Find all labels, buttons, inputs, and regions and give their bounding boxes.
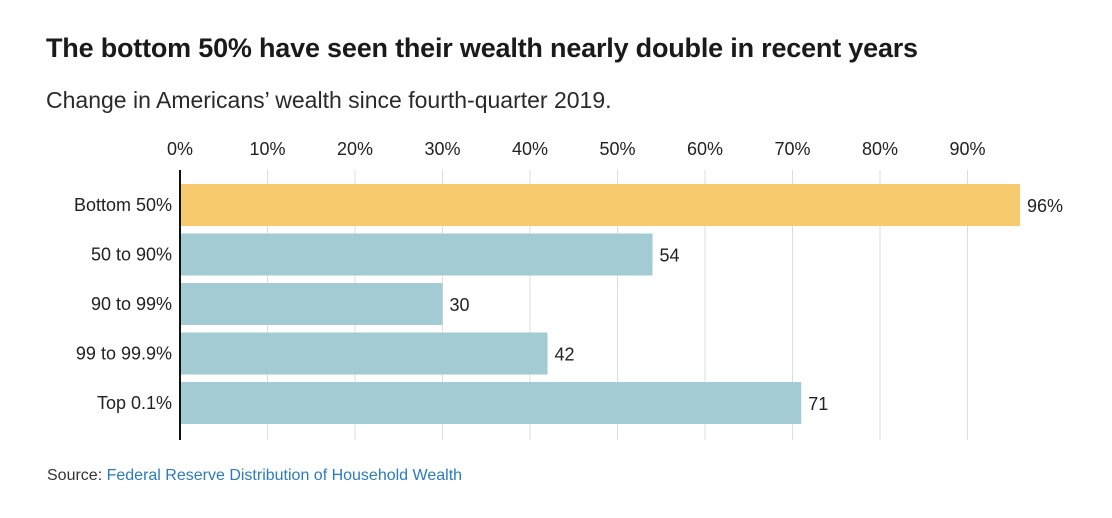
bar	[180, 382, 802, 424]
value-label: 42	[555, 345, 575, 365]
bar	[180, 233, 653, 276]
value-label: 54	[660, 246, 680, 266]
chart-title: The bottom 50% have seen their wealth ne…	[46, 33, 918, 63]
x-tick-label: 90%	[949, 139, 985, 159]
bar	[180, 283, 443, 325]
x-tick-label: 50%	[599, 139, 635, 159]
bar	[180, 332, 548, 375]
category-label: 50 to 90%	[91, 245, 172, 265]
x-tick-label: 30%	[424, 139, 460, 159]
source-link[interactable]: Federal Reserve Distribution of Househol…	[106, 467, 463, 484]
x-tick-label: 0%	[167, 139, 193, 159]
bar	[180, 184, 1020, 226]
x-tick-label: 20%	[337, 139, 373, 159]
x-tick-label: 60%	[687, 139, 723, 159]
value-label: 71	[808, 394, 828, 414]
x-tick-label: 10%	[249, 139, 285, 159]
x-tick-label: 70%	[774, 139, 810, 159]
category-label: Bottom 50%	[74, 195, 172, 215]
x-tick-label: 40%	[512, 139, 548, 159]
source-note: Source: Federal Reserve Distribution of …	[47, 467, 462, 485]
category-label: Top 0.1%	[97, 393, 172, 413]
x-tick-label: 80%	[862, 139, 898, 159]
value-label: 96%	[1027, 196, 1063, 216]
category-label: 90 to 99%	[91, 294, 172, 314]
value-label: 30	[450, 295, 470, 315]
category-label: 99 to 99.9%	[76, 344, 172, 364]
source-label: Source:	[47, 467, 103, 484]
chart-subtitle: Change in Americans’ wealth since fourth…	[46, 87, 612, 113]
